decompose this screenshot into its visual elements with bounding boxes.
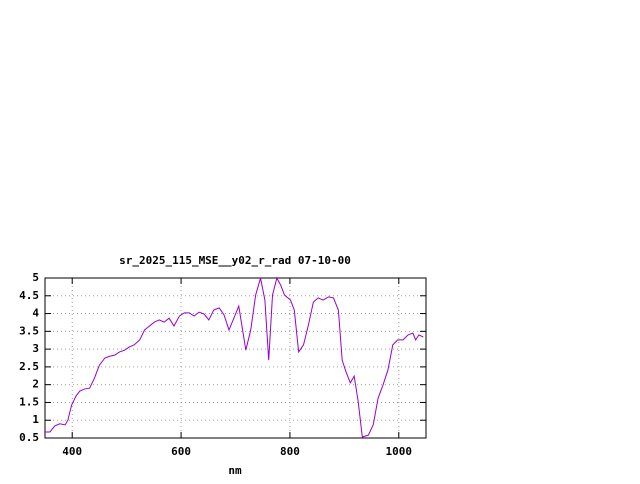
y-tick-label: 1.5 <box>19 395 39 408</box>
x-tick-label: 800 <box>280 445 300 458</box>
y-tick-label: 3.5 <box>19 324 39 337</box>
x-tick-label: 1000 <box>386 445 413 458</box>
x-tick-label: 600 <box>171 445 191 458</box>
y-tick-label: 0.5 <box>19 431 39 444</box>
y-tick-label: 3 <box>32 342 39 355</box>
y-tick-label: 1 <box>32 413 39 426</box>
y-tick-label: 4 <box>32 307 39 320</box>
x-tick-label: 400 <box>62 445 82 458</box>
y-tick-label: 2 <box>32 378 39 391</box>
y-tick-label: 2.5 <box>19 360 39 373</box>
x-axis-label: nm <box>228 464 242 477</box>
plot-border <box>44 277 427 439</box>
y-tick-label: 4.5 <box>19 289 39 302</box>
y-tick-label: 5 <box>32 271 39 284</box>
data-line <box>45 276 424 438</box>
chart-title: sr_2025_115_MSE__y02_r_rad 07-10-00 <box>119 254 351 267</box>
